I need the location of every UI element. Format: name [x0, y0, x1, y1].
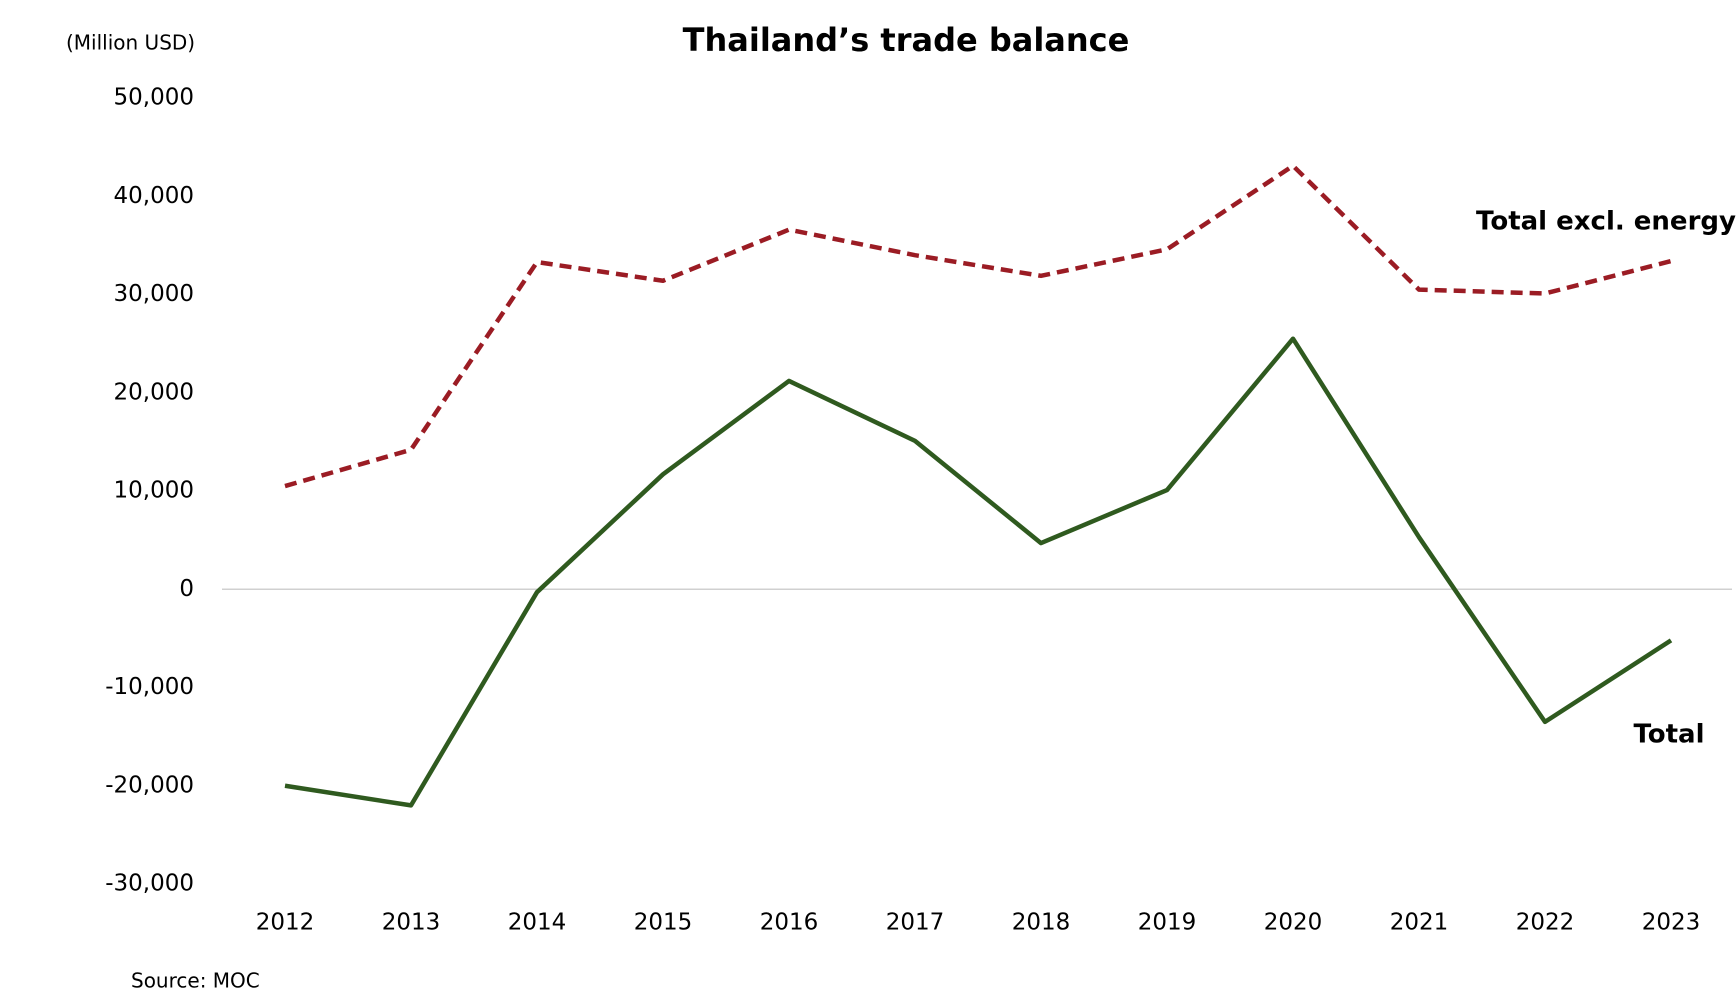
series-line [284, 336, 1673, 808]
y-tick-label: 0 [179, 576, 194, 602]
y-tick-label: -10,000 [105, 674, 194, 700]
y-tick-label: 20,000 [114, 379, 194, 405]
x-tick-label: 2022 [1516, 910, 1575, 936]
x-tick-label: 2012 [256, 910, 315, 936]
x-tick-label: 2016 [760, 910, 819, 936]
series-label: Total [1633, 720, 1704, 750]
x-tick-label: 2017 [886, 910, 945, 936]
x-tick-label: 2021 [1390, 910, 1449, 936]
y-tick-label: 40,000 [114, 183, 194, 209]
x-tick-label: 2018 [1012, 910, 1071, 936]
x-tick-label: 2013 [382, 910, 441, 936]
source-note: Source: MOC [131, 969, 260, 993]
y-tick-label: 50,000 [114, 85, 194, 111]
x-tick-label: 2023 [1642, 910, 1701, 936]
y-tick-label: -30,000 [105, 871, 194, 897]
x-tick-label: 2014 [508, 910, 567, 936]
y-tick-label: 30,000 [114, 281, 194, 307]
y-tick-label: -20,000 [105, 772, 194, 798]
chart-title: Thailand’s trade balance [683, 21, 1130, 59]
x-tick-label: 2020 [1264, 910, 1323, 936]
y-axis-unit: (Million USD) [66, 31, 195, 55]
x-tick-label: 2019 [1138, 910, 1197, 936]
series-line [284, 163, 1672, 489]
y-tick-label: 10,000 [114, 478, 194, 504]
series-label: Total excl. energy [1476, 207, 1736, 237]
x-tick-label: 2015 [634, 910, 693, 936]
